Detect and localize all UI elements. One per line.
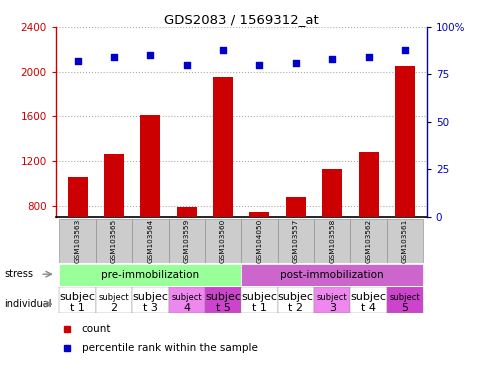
Bar bbox=[314, 219, 349, 263]
Bar bbox=[386, 287, 422, 313]
Bar bbox=[285, 197, 305, 217]
Text: pre-immobilization: pre-immobilization bbox=[101, 270, 199, 280]
Point bbox=[255, 62, 263, 68]
Text: individual: individual bbox=[4, 299, 52, 309]
Text: t 1: t 1 bbox=[70, 303, 85, 313]
Text: 3: 3 bbox=[328, 303, 335, 313]
Text: subjec: subjec bbox=[132, 292, 168, 302]
Bar bbox=[249, 212, 269, 217]
Bar bbox=[277, 219, 314, 263]
Title: GDS2083 / 1569312_at: GDS2083 / 1569312_at bbox=[164, 13, 318, 26]
Bar bbox=[59, 287, 95, 313]
Text: percentile rank within the sample: percentile rank within the sample bbox=[82, 343, 257, 353]
Bar bbox=[241, 219, 277, 263]
Text: count: count bbox=[82, 324, 111, 334]
Bar bbox=[59, 264, 241, 286]
Bar bbox=[349, 219, 386, 263]
Text: post-immobilization: post-immobilization bbox=[280, 270, 383, 280]
Bar bbox=[358, 152, 378, 217]
Bar bbox=[394, 66, 414, 217]
Text: subject: subject bbox=[171, 293, 202, 302]
Bar bbox=[67, 177, 88, 217]
Bar bbox=[176, 207, 197, 217]
Text: GSM103561: GSM103561 bbox=[401, 219, 407, 263]
Text: subjec: subjec bbox=[241, 292, 277, 302]
Point bbox=[146, 52, 154, 58]
Text: GSM103565: GSM103565 bbox=[111, 219, 117, 263]
Text: t 4: t 4 bbox=[361, 303, 375, 313]
Bar bbox=[132, 219, 168, 263]
Bar bbox=[132, 287, 168, 313]
Bar bbox=[212, 77, 233, 217]
Bar bbox=[277, 287, 314, 313]
Bar bbox=[321, 169, 342, 217]
Text: 5: 5 bbox=[401, 303, 408, 313]
Text: subjec: subjec bbox=[60, 292, 95, 302]
Text: GSM103559: GSM103559 bbox=[183, 219, 189, 263]
Point bbox=[74, 58, 81, 64]
Point bbox=[364, 54, 372, 60]
Bar bbox=[204, 219, 241, 263]
Bar bbox=[241, 264, 422, 286]
Text: subjec: subjec bbox=[205, 292, 241, 302]
Point bbox=[110, 54, 118, 60]
Bar bbox=[168, 287, 204, 313]
Point bbox=[291, 60, 299, 66]
Point bbox=[400, 46, 408, 53]
Text: GSM104050: GSM104050 bbox=[256, 219, 262, 263]
Point bbox=[328, 56, 335, 62]
Text: 4: 4 bbox=[183, 303, 190, 313]
Text: subject: subject bbox=[316, 293, 347, 302]
Bar bbox=[95, 287, 132, 313]
Point bbox=[219, 46, 227, 53]
Text: subjec: subjec bbox=[277, 292, 313, 302]
Bar bbox=[95, 219, 132, 263]
Text: subject: subject bbox=[98, 293, 129, 302]
Bar bbox=[104, 154, 124, 217]
Point bbox=[182, 62, 190, 68]
Bar bbox=[140, 115, 160, 217]
Bar bbox=[314, 287, 349, 313]
Text: subjec: subjec bbox=[350, 292, 386, 302]
Text: stress: stress bbox=[4, 269, 33, 279]
Bar bbox=[168, 219, 204, 263]
Bar bbox=[349, 287, 386, 313]
Bar bbox=[204, 287, 241, 313]
Text: GSM103557: GSM103557 bbox=[292, 219, 298, 263]
Text: 2: 2 bbox=[110, 303, 117, 313]
Text: t 1: t 1 bbox=[252, 303, 266, 313]
Text: GSM103563: GSM103563 bbox=[75, 219, 80, 263]
Text: t 2: t 2 bbox=[288, 303, 302, 313]
Text: GSM103562: GSM103562 bbox=[365, 219, 371, 263]
Text: subject: subject bbox=[389, 293, 420, 302]
Text: t 3: t 3 bbox=[143, 303, 157, 313]
Bar bbox=[386, 219, 422, 263]
Text: GSM103558: GSM103558 bbox=[329, 219, 334, 263]
Text: GSM103560: GSM103560 bbox=[220, 219, 226, 263]
Bar bbox=[59, 219, 95, 263]
Bar bbox=[241, 287, 277, 313]
Text: t 5: t 5 bbox=[215, 303, 230, 313]
Text: GSM103564: GSM103564 bbox=[147, 219, 153, 263]
